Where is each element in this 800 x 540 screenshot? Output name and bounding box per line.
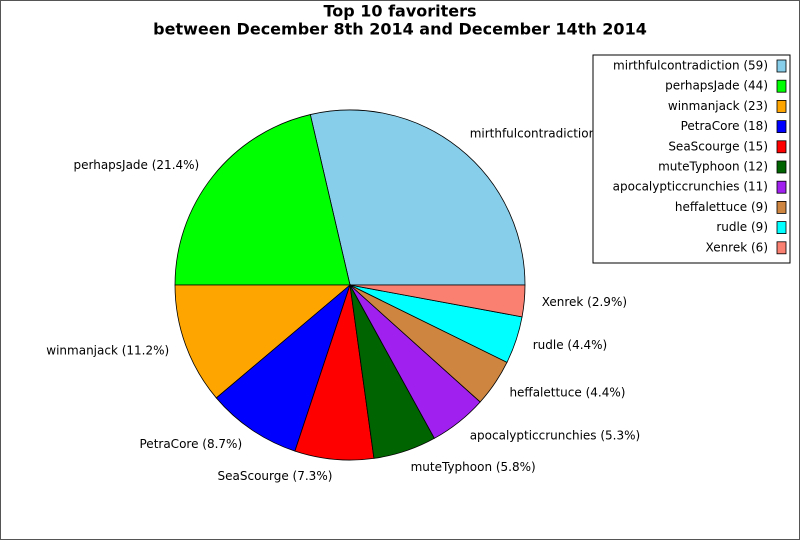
- slice-label: muteTyphoon (5.8%): [411, 460, 536, 474]
- legend-label: winmanjack (23): [668, 99, 768, 113]
- legend-label: PetraCore (18): [681, 119, 768, 133]
- legend-label: muteTyphoon (12): [658, 160, 768, 174]
- slice-label: heffalettuce (4.4%): [509, 385, 625, 399]
- pie-slice: [174, 114, 351, 286]
- pie-slice: [215, 283, 351, 452]
- legend-swatch: [776, 59, 787, 73]
- legend-label: Xenrek (6): [706, 240, 768, 254]
- legend-swatch: [776, 140, 787, 154]
- legend-swatch: [776, 221, 787, 235]
- pie-slice: [349, 284, 526, 318]
- legend-swatch: [776, 180, 787, 194]
- legend-label: perhapsJade (44): [665, 79, 768, 93]
- legend-swatch: [776, 241, 787, 255]
- legend-swatch: [776, 79, 787, 93]
- slice-label: PetraCore (8.7%): [140, 437, 243, 451]
- slice-label: apocalypticcrunchies (5.3%): [470, 428, 641, 442]
- legend-swatch: [776, 120, 787, 133]
- legend-label: heffalettuce (9): [675, 200, 768, 214]
- slice-label: Xenrek (2.9%): [542, 295, 627, 309]
- legend-swatch: [776, 100, 787, 113]
- legend-label: rudle (9): [716, 220, 768, 234]
- legend-label: apocalypticcrunchies (11): [613, 180, 768, 194]
- legend: mirthfulcontradiction (59) perhapsJade (4…: [592, 54, 791, 264]
- slice-label: perhapsJade (21.4%): [73, 158, 199, 172]
- slice-label: winmanjack (11.2%): [46, 344, 169, 358]
- legend-swatch: [776, 200, 787, 214]
- slice-label: rudle (4.4%): [533, 338, 608, 352]
- legend-label: mirthfulcontradiction (59): [613, 59, 768, 73]
- pie-slice: [309, 109, 526, 286]
- chart-title: Top 10 favoriters: [323, 2, 476, 21]
- pie-slice: [174, 284, 352, 399]
- chart-subtitle: between December 8th 2014 and December 1…: [153, 20, 647, 39]
- legend-swatch: [776, 160, 787, 174]
- legend-label: SeaScourge (15): [668, 139, 768, 153]
- slice-label: SeaScourge (7.3%): [218, 469, 333, 483]
- legend-box: [592, 54, 791, 264]
